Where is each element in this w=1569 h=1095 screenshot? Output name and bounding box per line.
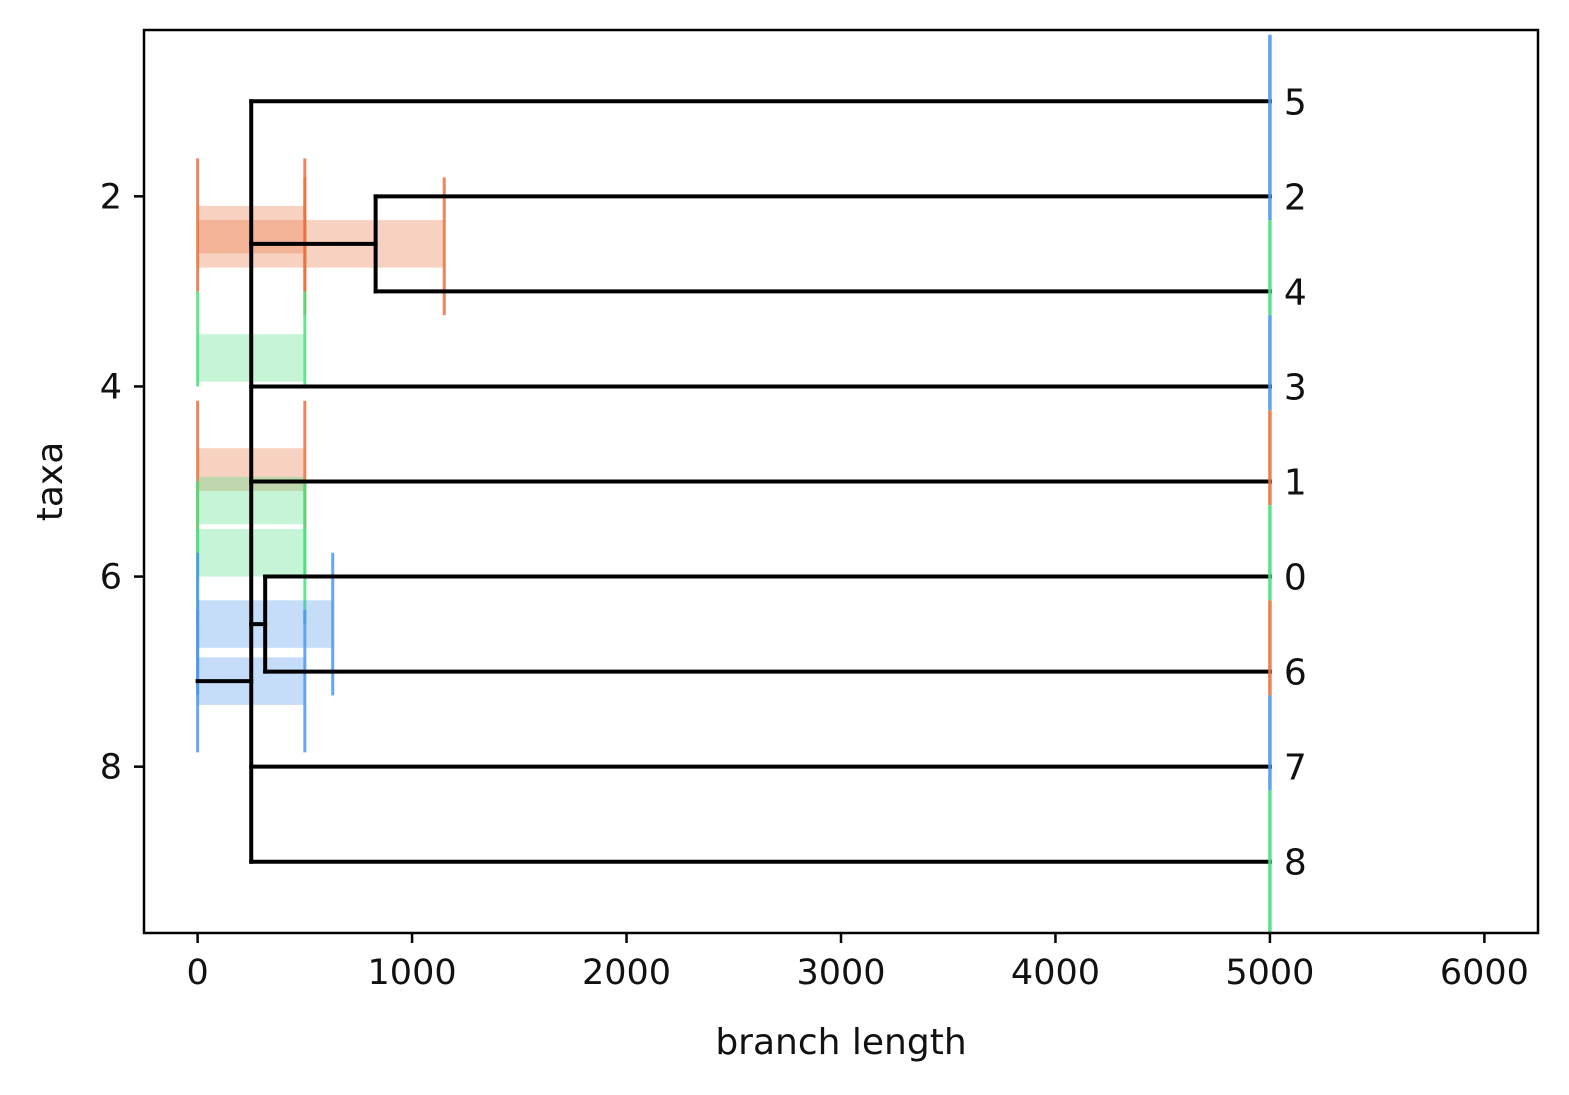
leaf-label: 1	[1284, 463, 1307, 504]
leaf-label: 8	[1284, 843, 1307, 884]
leaf-label: 5	[1284, 82, 1307, 123]
tree-branches	[195, 99, 1272, 864]
leaf-label: 3	[1284, 367, 1307, 408]
y-tick-label: 2	[100, 177, 122, 217]
x-tick-label: 1000	[368, 953, 457, 993]
y-axis-ticks: 2 4 6 8	[100, 177, 144, 788]
x-tick-label: 2000	[582, 953, 671, 993]
leaf-label: 4	[1284, 272, 1307, 313]
y-tick-label: 4	[100, 367, 122, 407]
x-tick-label: 6000	[1440, 953, 1529, 993]
leaf-label: 7	[1284, 748, 1307, 789]
leaf-label: 0	[1284, 558, 1307, 599]
leaf-label: 2	[1284, 177, 1307, 218]
leaf-label: 6	[1284, 653, 1307, 694]
x-tick-label: 4000	[1011, 953, 1100, 993]
y-tick-label: 6	[100, 558, 122, 598]
x-tick-label: 5000	[1225, 953, 1314, 993]
x-tick-label: 0	[186, 953, 208, 993]
x-axis-label: branch length	[715, 1022, 966, 1063]
x-tick-label: 3000	[796, 953, 885, 993]
y-axis-label: taxa	[30, 442, 71, 522]
x-axis-ticks: 0 1000 2000 3000 4000 5000 6000	[186, 933, 1529, 993]
leaf-labels: 5 2 4 3 1 0 6 7 8	[1284, 82, 1307, 883]
y-tick-label: 8	[100, 748, 122, 788]
